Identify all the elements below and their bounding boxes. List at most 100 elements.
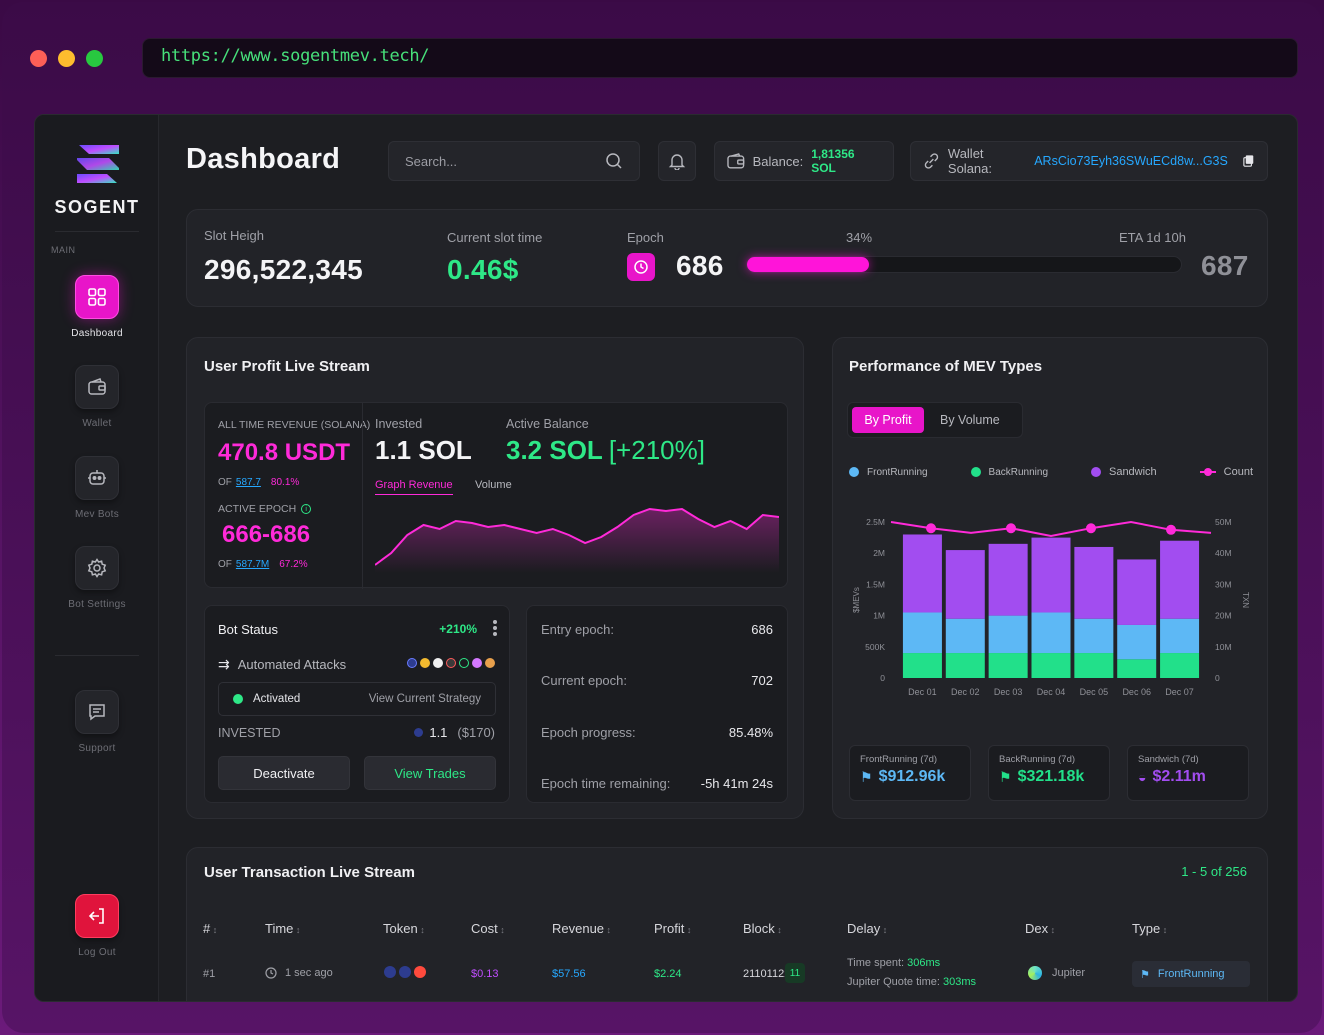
kv-label: Current epoch: [541,673,627,688]
row-id: #1 [203,968,216,980]
balance-display: Balance: 1,81356 SOL [714,141,894,181]
column-header-time[interactable]: Time [265,921,300,936]
maximize-window-button[interactable] [86,50,103,67]
column-header-profit[interactable]: Profit [654,921,691,936]
column-header-type[interactable]: Type [1132,921,1167,936]
deactivate-button[interactable]: Deactivate [218,756,350,790]
kv-value: -5h 41m 24s [700,776,773,791]
stat-value: $2.11m [1152,768,1206,785]
row-cost: $0.13 [471,968,499,980]
x-tick-label: Dec 06 [1122,687,1151,697]
sogent-logo-icon [77,145,119,183]
token-icon [420,658,430,668]
bar-frontrunning [1160,618,1200,654]
wallet-address: ARsCio73Eyh36SWuECd8w...G3S [1034,154,1228,168]
slot-label: Slot Heigh [204,228,264,243]
slot-value: 296,522,345 [204,254,364,285]
invested-value: 1.1 SOL [375,435,472,465]
column-header-dex[interactable]: Dex [1025,921,1055,936]
mev-stacked-bar-chart: 0 500K 1M 1.5M 2M 2.5M 0 10M 20M 30M 40M 50M $MEVs TX… [852,517,1250,697]
bar-frontrunning [1031,612,1071,654]
address-bar[interactable]: https://www.sogentmev.tech/ [142,38,1298,78]
y-tick-label: 2M [873,548,885,558]
x-tick-label: Dec 02 [951,687,980,697]
epoch-progress-bar [746,256,1182,273]
search-icon[interactable] [605,152,623,170]
legend-backrunning[interactable]: BackRunning [970,466,1048,478]
y-tick-label: 2.5M [866,517,885,527]
epoch-next: 687 [1201,250,1249,281]
tab-by-volume[interactable]: By Volume [940,413,1000,427]
column-header-id[interactable]: # [203,921,217,936]
x-tick-label: Dec 01 [908,687,937,697]
profit-stream-panel: User Profit Live Stream ALL TIME REVENUE… [186,337,804,819]
bar-backrunning [988,653,1028,678]
wallet-icon [727,153,745,169]
search-input[interactable]: Search... [388,141,640,181]
y2-tick-label: 30M [1215,579,1232,589]
epoch-pct: 67.2% [279,559,308,570]
column-header-cost[interactable]: Cost [471,921,505,936]
column-header-token[interactable]: Token [383,921,425,936]
panel-title: User Transaction Live Stream [204,864,415,881]
type-label: FrontRunning [1157,968,1225,980]
bar-sandwich [1160,540,1200,619]
sidebar-item-label: Dashboard [71,328,123,339]
sidebar-item-mev-bots[interactable]: Mev Bots [35,456,159,520]
sidebar-item-logout[interactable]: Log Out [35,894,159,958]
y2-tick-label: 10M [1215,642,1232,652]
solana-icon [414,728,424,737]
tab-graph-revenue[interactable]: Graph Revenue [375,479,453,495]
column-header-delay[interactable]: Delay [847,921,887,936]
row-block[interactable]: 21101122 [743,968,791,980]
automated-attacks-row: ⇉ Automated Attacks [218,656,346,673]
notifications-button[interactable] [658,141,696,181]
sidebar-item-bot-settings[interactable]: Bot Settings [35,546,159,610]
revenue-sparkline [375,507,779,573]
row-dex: Jupiter [1028,966,1085,980]
info-icon[interactable]: i [301,504,312,514]
delay-label: Jupiter Quote time: [847,976,940,988]
stat-label: Sandwich (7d) [1138,754,1199,765]
epoch-of-value[interactable]: 587.7M [235,559,270,570]
active-balance: 3.2 SOL [+210%] [506,435,705,466]
minimize-window-button[interactable] [58,50,75,67]
close-window-button[interactable] [30,50,47,67]
count-point [1086,523,1096,534]
y-tick-label: 0 [880,673,885,683]
of-label: OF [218,559,232,570]
sidebar-item-support[interactable]: Support [35,690,159,754]
bot-status-card: Bot Status +210% ⇉ Automated Attacks [204,605,510,803]
tab-by-profit[interactable]: By Profit [852,407,924,433]
sidebar-item-label: Log Out [78,947,116,958]
view-trades-button[interactable]: View Trades [364,756,496,790]
column-header-block[interactable]: Block [743,921,782,936]
sidebar: SOGENT MAIN Dashboard Wallet Mev Bots [35,115,159,1001]
stat-sandwich: Sandwich (7d) ◒ $2.11m [1127,745,1249,801]
active-balance-change: [+210%] [608,435,705,465]
copy-icon[interactable] [1242,154,1255,168]
kv-value: 686 [751,622,773,637]
slot-time-value: 0.46$ [447,254,519,285]
more-options-icon[interactable] [493,620,497,636]
view-strategy-link[interactable]: View Current Strategy [368,693,481,705]
token-icon [399,966,411,978]
sidebar-item-wallet[interactable]: Wallet [35,365,159,429]
legend-count[interactable]: Count [1199,466,1253,478]
sidebar-item-dashboard[interactable]: Dashboard [35,275,159,339]
legend-frontrunning[interactable]: FrontRunning [849,466,928,478]
automated-attacks-label: Automated Attacks [237,657,347,672]
sandwich-icon: ◒ [1138,769,1147,785]
tab-volume[interactable]: Volume [475,479,512,491]
stat-backrunning: BackRunning (7d) ⚑ $321.18k [988,745,1110,801]
column-header-revenue[interactable]: Revenue [552,921,611,936]
legend-sandwich[interactable]: Sandwich [1090,466,1157,478]
epoch-label-text: ACTIVE EPOCH [218,503,297,515]
current-epoch-row: Current epoch: 702 [541,673,773,688]
revenue-of-value[interactable]: 587.7 [235,477,261,488]
attack-icon: ⇉ [218,656,230,672]
active-balance-label: Active Balance [506,417,589,431]
wallet-icon [75,365,119,409]
slot-card: Slot Heigh 296,522,345 Current slot time… [186,209,1268,307]
